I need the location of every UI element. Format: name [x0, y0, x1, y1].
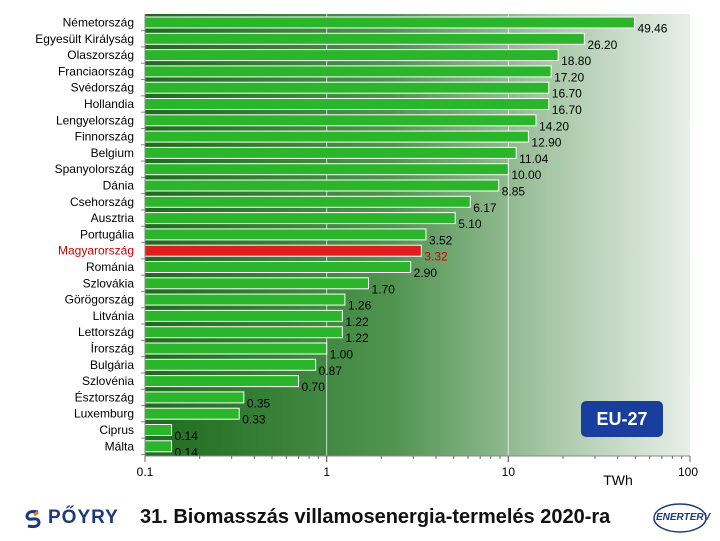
- category-label: Portugália: [80, 227, 134, 241]
- value-label: 11.04: [519, 152, 548, 166]
- category-label: Litvánia: [93, 309, 135, 323]
- enerterv-logo-text: ENERTERV: [656, 512, 711, 523]
- poyry-s-icon: [25, 510, 41, 529]
- category-label: Németország: [63, 16, 134, 30]
- category-label: Franciaország: [58, 64, 134, 78]
- value-label: 17.20: [554, 70, 584, 84]
- enerterv-emblem-icon: [653, 503, 707, 533]
- bar-23: [144, 375, 300, 388]
- bar-14: [144, 228, 427, 241]
- bar-5: [144, 81, 550, 94]
- value-label: 12.90: [531, 136, 561, 150]
- value-label: 0.35: [247, 396, 271, 410]
- slide-title: 31. Biomasszás villamosenergia-termelés …: [140, 506, 611, 528]
- eu27-badge: EU-27: [581, 401, 663, 437]
- value-label: 0.87: [319, 364, 343, 378]
- bar-2: [144, 32, 585, 45]
- bar-11: [144, 179, 500, 192]
- category-label: Svédország: [71, 81, 134, 95]
- value-label: 0.70: [302, 380, 326, 394]
- bar-18: [144, 293, 346, 306]
- category-label: Luxemburg: [74, 407, 134, 421]
- value-label: 1.22: [345, 315, 369, 329]
- category-label: Ausztria: [91, 211, 135, 225]
- value-label: 1.26: [348, 299, 372, 313]
- value-label: 1.22: [345, 331, 369, 345]
- bar-12: [144, 195, 471, 208]
- eu27-badge-label: EU-27: [596, 409, 647, 429]
- bar-4: [144, 65, 552, 78]
- category-label: Észtország: [75, 389, 134, 404]
- bar-15: [144, 244, 422, 257]
- poyry-logo-text: PŐYRY: [48, 507, 119, 528]
- bar-20: [144, 326, 343, 339]
- value-label: 14.20: [539, 119, 569, 133]
- bar-16: [144, 261, 412, 273]
- bar-8: [144, 130, 529, 143]
- bar-22: [144, 358, 317, 371]
- value-label: 18.80: [561, 54, 591, 68]
- value-label: 6.17: [473, 201, 497, 215]
- category-label: Egyesült Királyság: [35, 32, 134, 46]
- category-label: Lengyelország: [56, 113, 134, 127]
- category-label: Bulgária: [90, 358, 134, 372]
- bar-7: [144, 114, 537, 127]
- value-label: 16.70: [552, 103, 582, 117]
- bar-27: [144, 440, 173, 453]
- category-label: Dánia: [103, 179, 135, 193]
- category-label: Hollandia: [84, 97, 134, 111]
- value-label: 5.10: [458, 217, 482, 231]
- category-label: Szlovákia: [83, 276, 135, 290]
- bar-19: [144, 309, 343, 322]
- x-tick-label: 1: [323, 465, 330, 479]
- category-label: Görögország: [65, 293, 134, 307]
- category-label: Írország: [91, 341, 134, 356]
- bar-26: [144, 424, 173, 436]
- bar-1: [144, 16, 635, 29]
- category-label: Finnország: [75, 130, 134, 144]
- value-label: 8.85: [502, 185, 526, 199]
- value-label: 0.14: [175, 429, 199, 443]
- category-label: Lettország: [78, 325, 134, 339]
- poyry-logo: PŐYRY: [22, 505, 132, 533]
- bar-9: [144, 146, 517, 159]
- x-tick-label: 100: [678, 465, 698, 479]
- value-label: 10.00: [511, 168, 541, 182]
- bar-3: [144, 49, 559, 62]
- x-tick-label: 0.1: [137, 465, 154, 479]
- category-label: Málta: [105, 439, 135, 453]
- value-label: 16.70: [552, 87, 582, 101]
- value-label: 1.70: [372, 282, 396, 296]
- value-label: 49.46: [637, 22, 667, 36]
- x-tick-label: 10: [502, 465, 516, 479]
- bar-10: [144, 163, 509, 176]
- category-label: Románia: [86, 260, 134, 274]
- bar-21: [144, 342, 328, 355]
- category-label: Magyarország: [58, 244, 134, 258]
- bar-25: [144, 407, 240, 420]
- category-label: Spanyolország: [55, 162, 134, 176]
- enerterv-logo: ENERTERV: [652, 500, 711, 536]
- x-axis-label: TWh: [603, 472, 633, 488]
- value-label: 0.33: [242, 413, 266, 427]
- bar-13: [144, 212, 456, 225]
- value-label: 2.90: [414, 266, 438, 280]
- bar-17: [144, 277, 370, 290]
- bar-24: [144, 391, 245, 404]
- bar-6: [144, 98, 550, 110]
- category-label: Belgium: [91, 146, 134, 160]
- category-label: Olaszország: [67, 48, 134, 62]
- category-label: Csehország: [70, 195, 134, 209]
- value-label: 1.00: [330, 348, 354, 362]
- value-label: 0.14: [175, 445, 199, 459]
- value-label: 3.32: [424, 250, 448, 264]
- value-label: 26.20: [587, 38, 617, 52]
- category-label: Szlovénia: [82, 374, 134, 388]
- value-label: 3.52: [429, 233, 453, 247]
- category-label: Ciprus: [99, 423, 134, 437]
